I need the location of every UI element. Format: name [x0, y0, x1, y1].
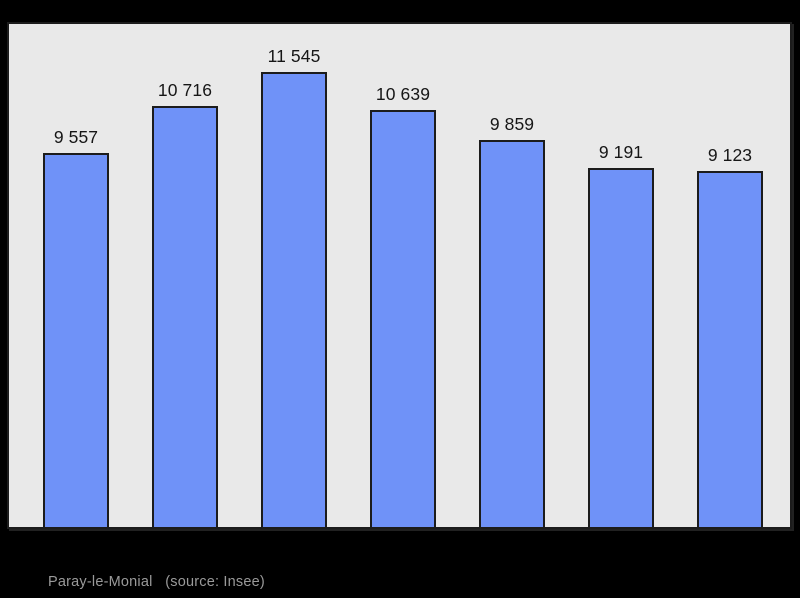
bar-value-label: 9 191: [598, 142, 644, 162]
bar-value-label: 9 859: [489, 114, 535, 134]
bar-value-label: 9 557: [53, 127, 99, 147]
bar[interactable]: [152, 106, 218, 527]
bar[interactable]: [43, 153, 109, 527]
plot-area: 9 557 10 716 11 545 10 639 9 859 9 191 9 123: [7, 22, 792, 529]
bar-group: 11 545: [261, 46, 327, 527]
bar-group: 10 716: [152, 80, 218, 527]
chart-caption: Paray-le-Monial (source: Insee): [48, 574, 265, 590]
bar[interactable]: [479, 140, 545, 527]
bar-value-label: 10 639: [375, 84, 431, 104]
bar-value-label: 9 123: [707, 145, 753, 165]
bar[interactable]: [588, 168, 654, 527]
bar-group: 9 859: [479, 114, 545, 527]
bar-group: 9 123: [697, 145, 763, 527]
bar-value-label: 10 716: [157, 80, 213, 100]
bar-group: 9 191: [588, 142, 654, 527]
bar-group: 10 639: [370, 84, 436, 527]
bar[interactable]: [261, 72, 327, 527]
bar[interactable]: [697, 171, 763, 527]
caption-band: [0, 531, 800, 598]
bar-value-label: 11 545: [267, 46, 321, 66]
bars-layer: 9 557 10 716 11 545 10 639 9 859 9 191 9 123: [9, 24, 790, 527]
bar[interactable]: [370, 110, 436, 527]
bar-group: 9 557: [43, 127, 109, 527]
